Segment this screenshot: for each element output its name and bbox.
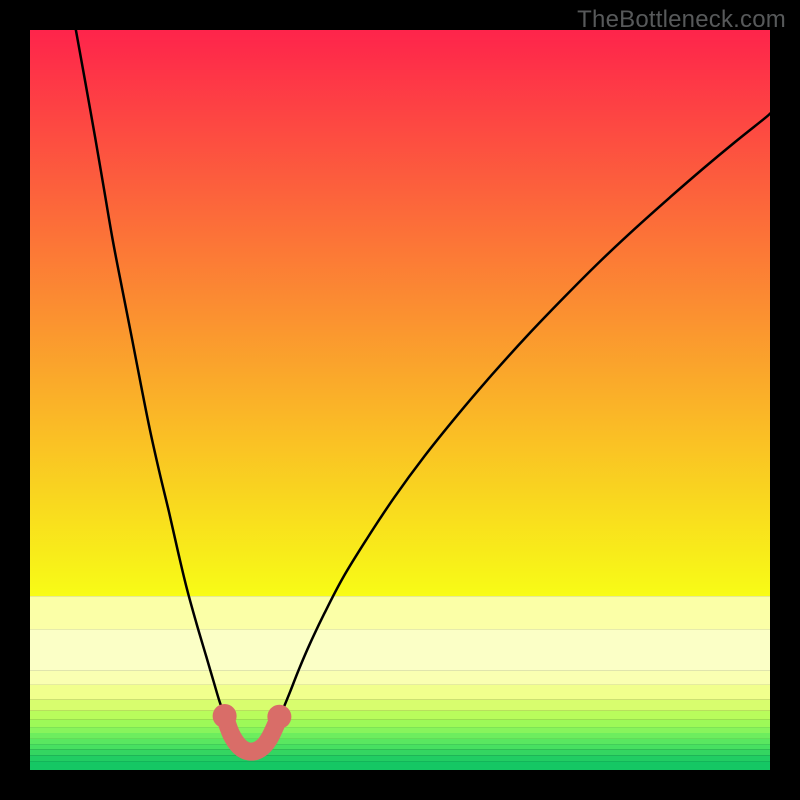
- gradient-band: [30, 720, 770, 727]
- gradient-band: [30, 733, 770, 739]
- plot-area: [30, 30, 770, 770]
- chart-svg: [30, 30, 770, 770]
- figure-outer: TheBottleneck.com: [0, 0, 800, 800]
- gradient-band: [30, 700, 770, 711]
- gradient-band: [30, 671, 770, 685]
- gradient-band: [30, 727, 770, 733]
- gradient-band: [30, 749, 770, 755]
- gradient-band: [30, 685, 770, 700]
- trough-endpoint-dot: [267, 705, 291, 729]
- gradient-band: [30, 30, 770, 596]
- gradient-band: [30, 711, 770, 720]
- gradient-band: [30, 744, 770, 749]
- gradient-band: [30, 739, 770, 744]
- gradient-band: [30, 596, 770, 629]
- gradient-band: [30, 761, 770, 770]
- gradient-band: [30, 629, 770, 670]
- trough-endpoint-dot: [213, 704, 237, 728]
- gradient-band: [30, 755, 770, 761]
